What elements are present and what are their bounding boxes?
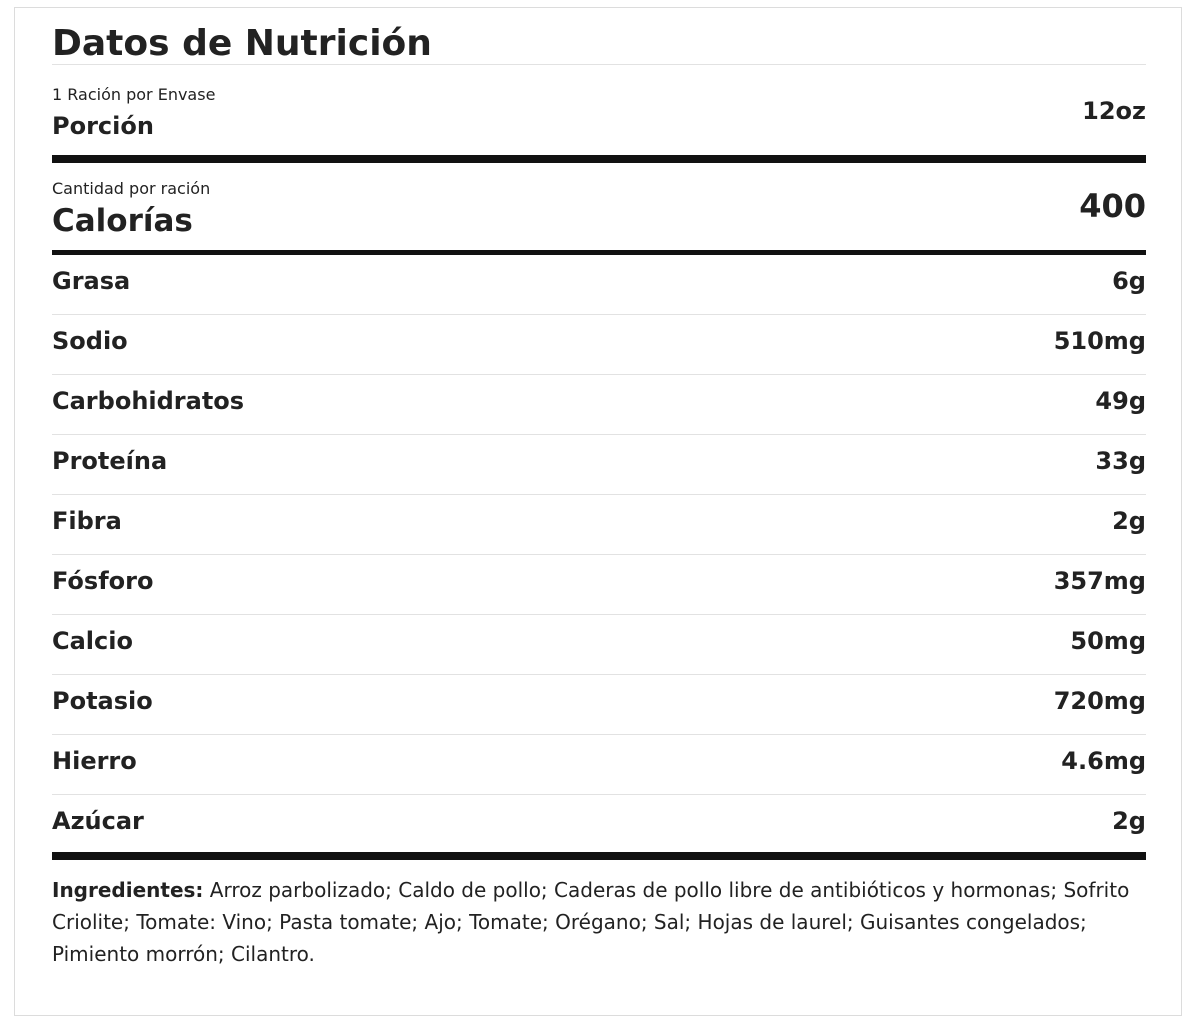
nutrient-amount: 4.6mg — [1061, 747, 1146, 775]
nutrient-amount: 6g — [1112, 267, 1146, 295]
calories-value: 400 — [1079, 187, 1146, 225]
page-title: Datos de Nutrición — [52, 8, 1146, 65]
nutrient-amount: 720mg — [1053, 687, 1146, 715]
ingredients-text: Ingredientes: Arroz parbolizado; Caldo d… — [52, 860, 1146, 970]
nutrient-name: Fósforo — [52, 567, 154, 595]
nutrient-name: Fibra — [52, 507, 122, 535]
nutrient-row: Azúcar 2g — [52, 795, 1146, 852]
calories-caption: Cantidad por ración — [52, 179, 211, 198]
ingredients-label: Ingredientes: — [52, 878, 204, 902]
nutrient-name: Grasa — [52, 267, 131, 295]
nutrient-name: Carbohidratos — [52, 387, 245, 415]
nutrient-row: Carbohidratos 49g — [52, 375, 1146, 435]
calories-label: Calorías — [52, 203, 193, 239]
nutrient-row: Grasa 6g — [52, 255, 1146, 315]
nutrient-row: Proteína 33g — [52, 435, 1146, 495]
nutrient-amount: 50mg — [1070, 627, 1146, 655]
nutrient-row: Potasio 720mg — [52, 675, 1146, 735]
nutrition-facts-content: Datos de Nutrición 1 Ración por Envase P… — [52, 8, 1146, 970]
nutrient-name: Sodio — [52, 327, 128, 355]
nutrient-name: Hierro — [52, 747, 137, 775]
nutrient-amount: 357mg — [1053, 567, 1146, 595]
nutrient-row: Hierro 4.6mg — [52, 735, 1146, 795]
nutrient-amount: 510mg — [1053, 327, 1146, 355]
nutrient-row: Fósforo 357mg — [52, 555, 1146, 615]
nutrient-amount: 49g — [1095, 387, 1146, 415]
nutrient-row: Fibra 2g — [52, 495, 1146, 555]
nutrient-amount: 2g — [1112, 807, 1146, 835]
nutrition-facts-panel: Datos de Nutrición 1 Ración por Envase P… — [14, 7, 1182, 1016]
nutrient-name: Azúcar — [52, 807, 144, 835]
nutrient-row: Sodio 510mg — [52, 315, 1146, 375]
calories-section: Cantidad por ración Calorías 400 — [52, 163, 1146, 255]
nutrient-name: Proteína — [52, 447, 168, 475]
serving-size-label: Porción — [52, 112, 154, 140]
servings-per-container: 1 Ración por Envase — [52, 85, 216, 104]
ingredients-list: Arroz parbolizado; Caldo de pollo; Cader… — [52, 878, 1130, 966]
nutrient-list: Grasa 6g Sodio 510mg Carbohidratos 49g P… — [52, 255, 1146, 860]
nutrient-amount: 33g — [1095, 447, 1146, 475]
nutrient-amount: 2g — [1112, 507, 1146, 535]
nutrient-row: Calcio 50mg — [52, 615, 1146, 675]
serving-size-value: 12oz — [1082, 97, 1146, 125]
nutrient-name: Calcio — [52, 627, 133, 655]
nutrient-name: Potasio — [52, 687, 153, 715]
serving-section: 1 Ración por Envase Porción 12oz — [52, 65, 1146, 163]
